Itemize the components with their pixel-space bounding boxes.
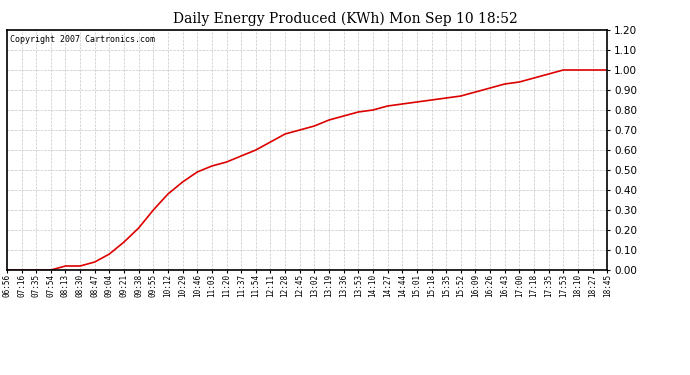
Text: Daily Energy Produced (KWh) Mon Sep 10 18:52: Daily Energy Produced (KWh) Mon Sep 10 1… <box>172 11 518 26</box>
Text: Copyright 2007 Cartronics.com: Copyright 2007 Cartronics.com <box>10 35 155 44</box>
